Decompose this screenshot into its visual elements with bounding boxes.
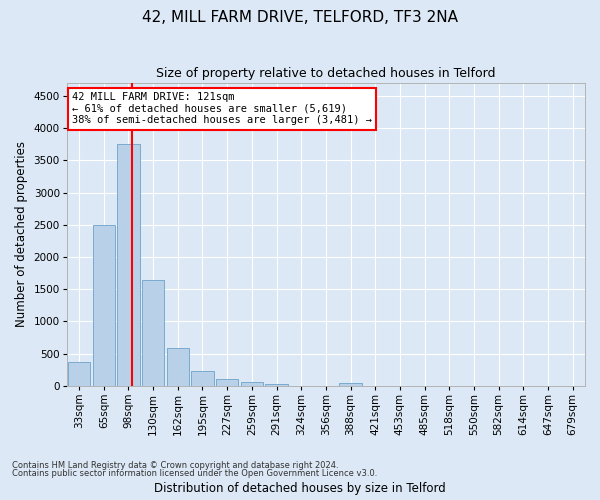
Bar bbox=[167, 348, 189, 386]
Bar bbox=[92, 225, 115, 386]
Bar bbox=[142, 280, 164, 386]
Bar bbox=[118, 144, 140, 386]
Bar bbox=[265, 384, 287, 386]
Y-axis label: Number of detached properties: Number of detached properties bbox=[15, 142, 28, 328]
Title: Size of property relative to detached houses in Telford: Size of property relative to detached ho… bbox=[156, 68, 496, 80]
Bar bbox=[241, 382, 263, 386]
Bar bbox=[191, 371, 214, 386]
Text: Contains HM Land Registry data © Crown copyright and database right 2024.: Contains HM Land Registry data © Crown c… bbox=[12, 460, 338, 469]
Text: Distribution of detached houses by size in Telford: Distribution of detached houses by size … bbox=[154, 482, 446, 495]
Bar bbox=[68, 362, 90, 386]
Text: 42, MILL FARM DRIVE, TELFORD, TF3 2NA: 42, MILL FARM DRIVE, TELFORD, TF3 2NA bbox=[142, 10, 458, 25]
Bar bbox=[340, 382, 362, 386]
Bar bbox=[216, 379, 238, 386]
Text: Contains public sector information licensed under the Open Government Licence v3: Contains public sector information licen… bbox=[12, 469, 377, 478]
Text: 42 MILL FARM DRIVE: 121sqm
← 61% of detached houses are smaller (5,619)
38% of s: 42 MILL FARM DRIVE: 121sqm ← 61% of deta… bbox=[72, 92, 372, 126]
